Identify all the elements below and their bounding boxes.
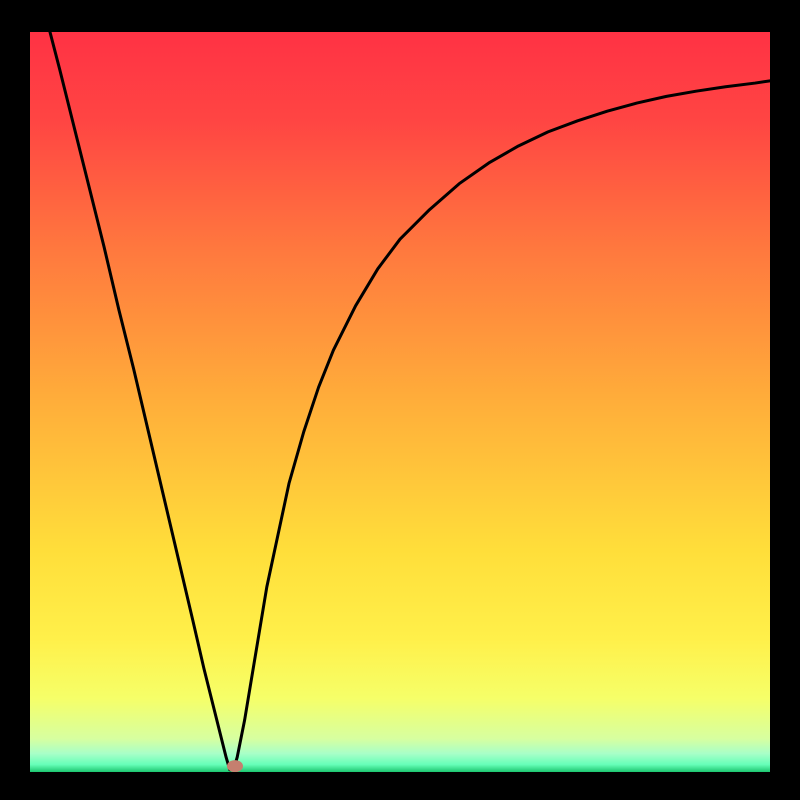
bottleneck-chart [0, 0, 800, 800]
optimal-marker [227, 760, 243, 772]
chart-frame: TheBottleneck.com [0, 0, 800, 800]
